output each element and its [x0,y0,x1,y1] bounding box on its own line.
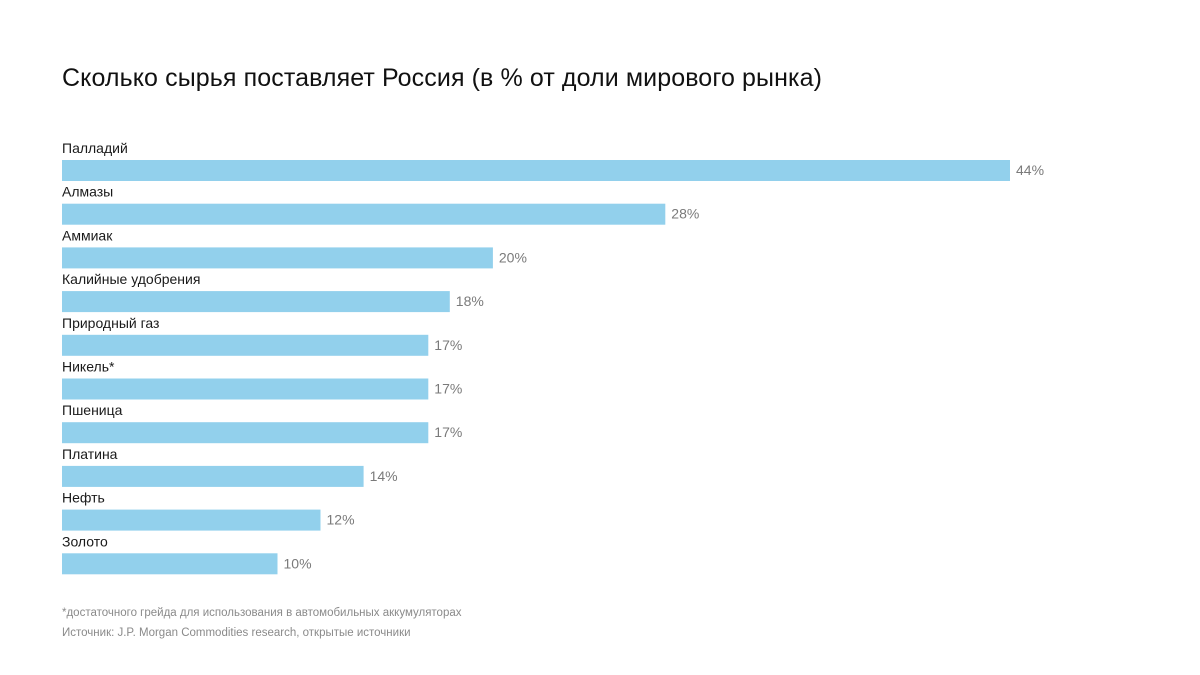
bar [62,422,429,444]
value-label: 20% [499,249,527,265]
value-label: 10% [284,555,312,571]
footnote: *достаточного грейда для использования в… [62,607,462,619]
category-label: Аммиак [62,227,113,243]
chart-title: Сколько сырья поставляет Россия (в % от … [62,64,823,92]
value-label: 28% [671,206,699,222]
bar [62,247,493,269]
value-label: 44% [1016,162,1044,178]
bar [62,291,450,313]
value-label: 12% [327,512,355,528]
value-label: 14% [370,468,398,484]
bar-chart: Палладий 44% Алмазы 28% Аммиак 20% Калийные уд… [62,140,1044,575]
bar [62,465,364,487]
category-label: Пшеница [62,402,123,418]
value-label: 18% [456,293,484,309]
bar [62,203,666,225]
bar [62,509,321,531]
bar [62,334,429,356]
category-label: Палладий [62,140,128,156]
category-label: Алмазы [62,184,113,200]
category-label: Природный газ [62,315,159,331]
category-label: Золото [62,533,108,549]
value-label: 17% [434,381,462,397]
bar [62,378,429,400]
category-label: Никель* [62,359,115,375]
category-label: Платина [62,446,118,462]
category-label: Нефть [62,490,105,506]
bar [62,160,1010,181]
source-note: Источник: J.P. Morgan Commodities resear… [62,627,411,639]
value-label: 17% [434,424,462,440]
bar [62,553,278,575]
category-label: Калийные удобрения [62,271,200,287]
value-label: 17% [434,337,462,353]
